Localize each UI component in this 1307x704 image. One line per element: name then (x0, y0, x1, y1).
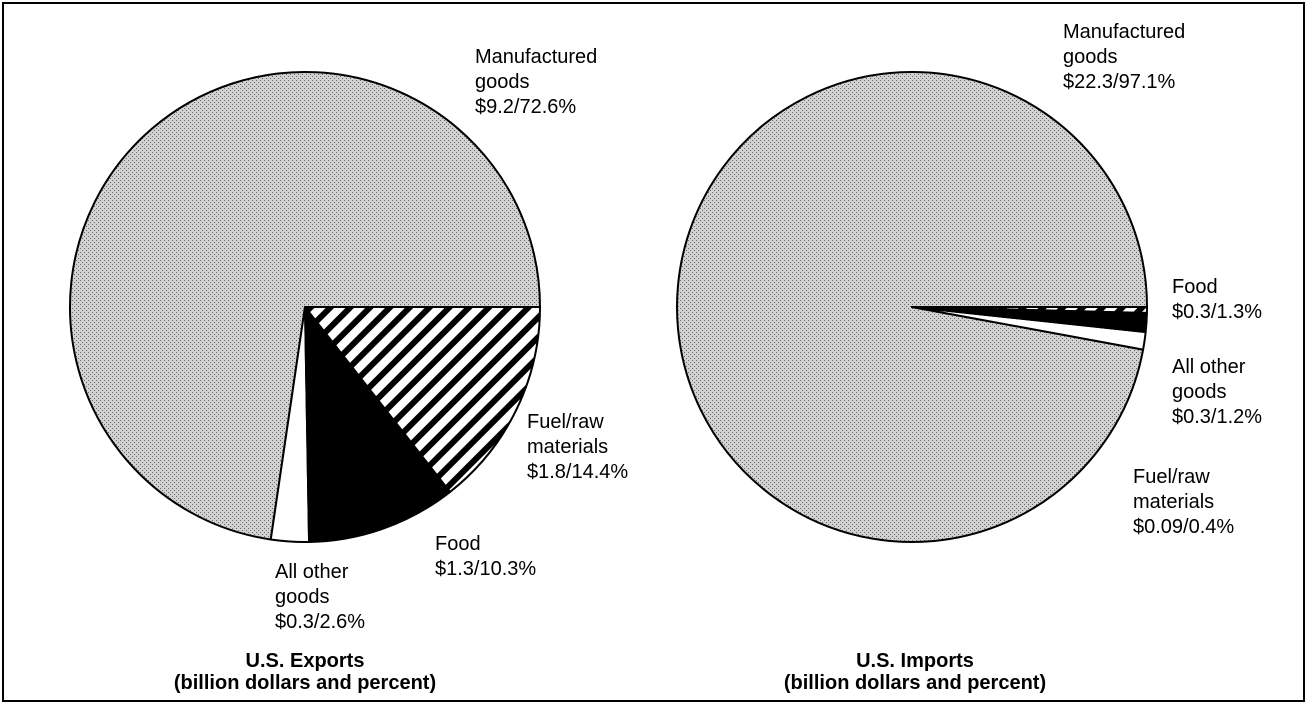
category-label: Food (435, 533, 481, 555)
category-label: Fuel/raw materials (1133, 466, 1215, 513)
pie-slice (304, 306, 452, 543)
slice-label: Manufactured goods $9.2/72.6% (475, 45, 635, 120)
slice-label: Food $0.3/1.3% (1172, 275, 1307, 325)
value-label: $0.3/1.2% (1172, 406, 1263, 428)
slice-label: All other goods $0.3/1.2% (1172, 355, 1282, 430)
value-label: $22.3/97.1% (1063, 71, 1176, 93)
category-label: Food (1172, 276, 1218, 298)
slice-label: All other goods $0.3/2.6% (275, 560, 385, 635)
chart-subtitle: (billion dollars and percent) (783, 672, 1047, 694)
category-label: Manufactured goods (475, 46, 598, 93)
value-label: $0.3/2.6% (275, 611, 366, 633)
pie-slice (69, 71, 541, 541)
slice-label: Fuel/raw materials $0.09/0.4% (1133, 465, 1253, 540)
slice-label: Food $1.3/10.3% (435, 532, 595, 582)
category-label: All other goods (1172, 356, 1246, 403)
slice-label: Fuel/raw materials $1.8/14.4% (527, 410, 647, 485)
value-label: $0.09/0.4% (1133, 516, 1235, 538)
category-label: Manufactured goods (1063, 21, 1186, 68)
value-label: $9.2/72.6% (475, 96, 577, 118)
value-label: $0.3/1.3% (1172, 301, 1263, 323)
pie-slice (911, 306, 1149, 314)
value-label: $1.3/10.3% (435, 558, 537, 580)
value-label: $1.8/14.4% (527, 461, 629, 483)
chart-title: U.S. Imports (856, 650, 974, 672)
category-label: All other goods (275, 561, 349, 608)
chart-title: U.S. Exports (245, 650, 365, 672)
slice-label: Manufactured goods $22.3/97.1% (1063, 20, 1223, 95)
pie-slice (304, 306, 541, 493)
chart-subtitle: (billion dollars and percent) (173, 672, 437, 694)
category-label: Fuel/raw materials (527, 411, 609, 458)
